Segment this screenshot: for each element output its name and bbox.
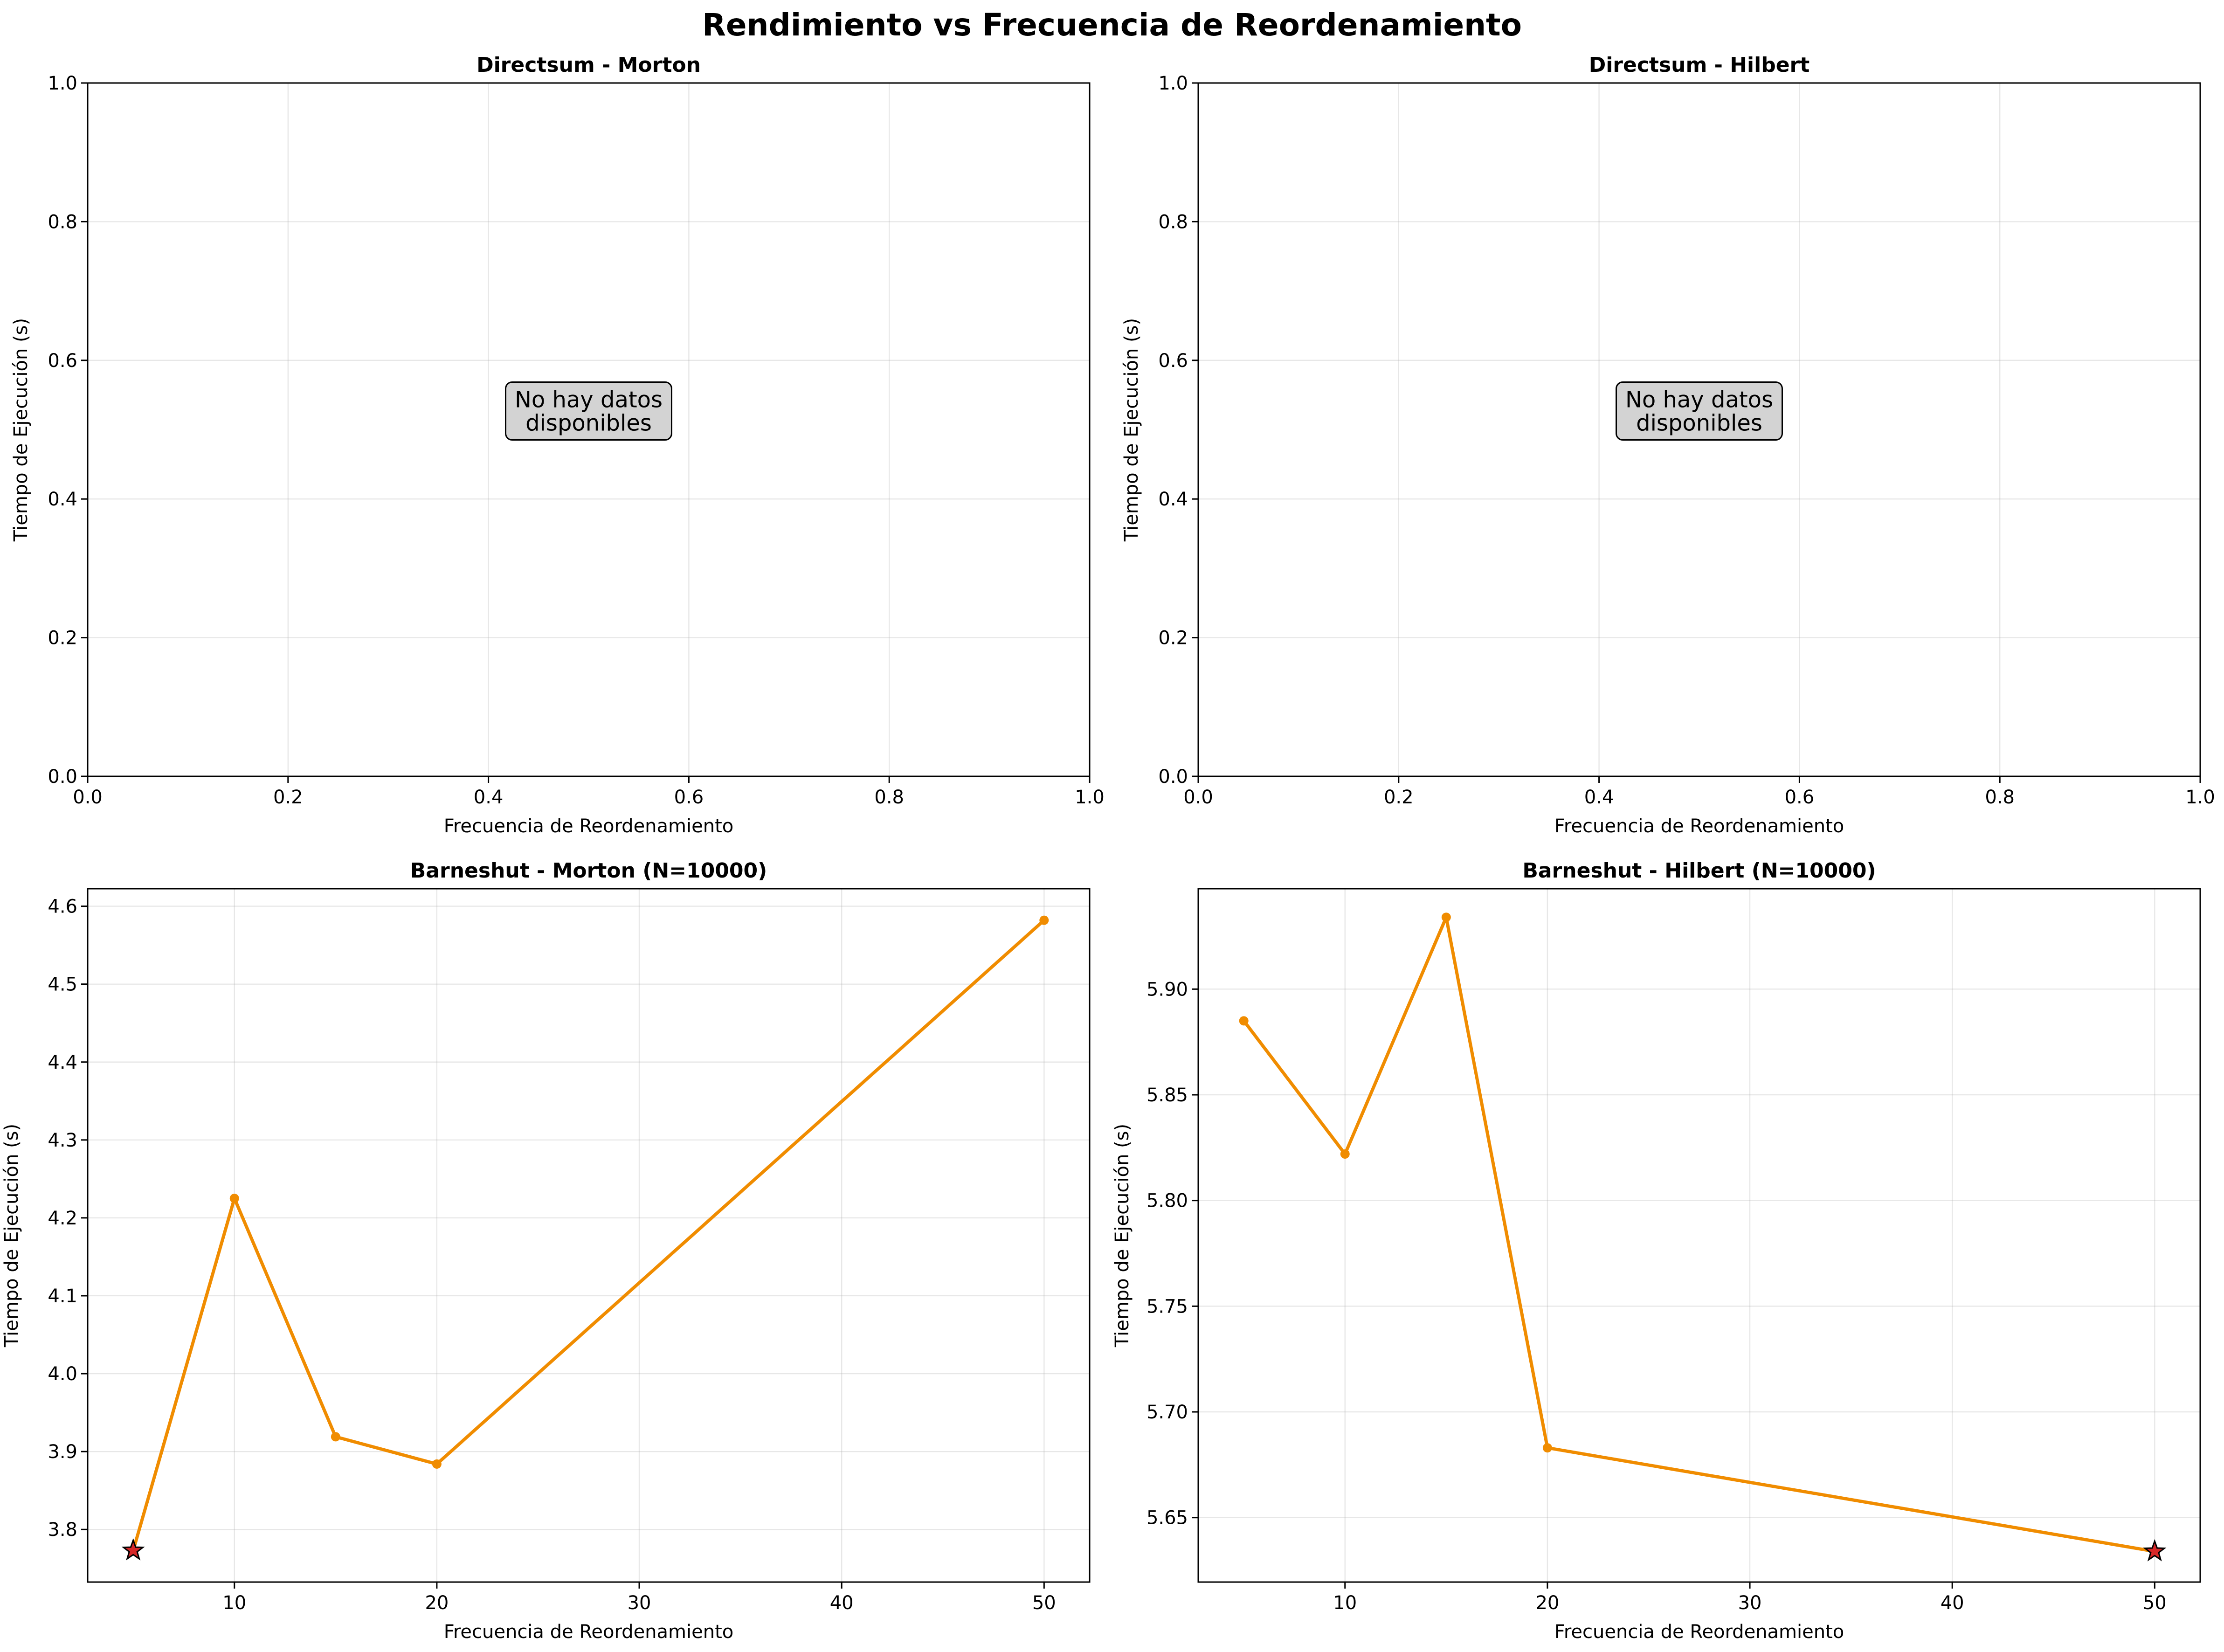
data-point — [432, 1459, 442, 1469]
x-axis-label: Frecuencia de Reordenamiento — [444, 816, 734, 837]
y-tick-label: 0.8 — [1158, 211, 1188, 233]
x-tick-label: 30 — [628, 1592, 651, 1614]
y-tick-label: 5.90 — [1147, 979, 1188, 1000]
y-tick-label: 4.3 — [48, 1130, 77, 1151]
no-data-box — [1616, 381, 1783, 441]
no-data-text: disponibles — [525, 410, 652, 436]
data-point — [1542, 1443, 1552, 1453]
y-tick-label: 5.75 — [1147, 1296, 1188, 1317]
chart-title: Barneshut - Hilbert (N=10000) — [1522, 859, 1876, 883]
y-tick-label: 4.6 — [48, 896, 77, 918]
y-tick-label: 4.2 — [48, 1208, 77, 1229]
y-tick-label: 0.6 — [48, 350, 77, 372]
best-point-star — [121, 1538, 145, 1561]
x-tick-label: 30 — [1738, 1592, 1762, 1614]
y-tick-label: 1.0 — [1158, 73, 1188, 94]
x-tick-label: 0.2 — [273, 787, 303, 808]
y-tick-label: 3.9 — [48, 1441, 77, 1463]
y-tick-label: 0.0 — [1158, 766, 1188, 788]
y-tick-label: 3.8 — [48, 1519, 77, 1541]
y-axis-label: Tiempo de Ejecución (s) — [1, 1124, 22, 1348]
y-tick-label: 1.0 — [48, 73, 77, 94]
no-data-text: No hay datos — [515, 387, 663, 413]
chart-title: Directsum - Morton — [477, 53, 701, 77]
x-axis-label: Frecuencia de Reordenamiento — [1554, 816, 1844, 837]
chart-panel-1: Directsum - Morton 0.0 0.2 0.4 0.6 0.8 1.0 0.0 0… — [10, 53, 1105, 837]
axes-frame — [1197, 888, 2201, 1583]
x-tick-label: 10 — [1333, 1592, 1357, 1614]
x-tick-label: 40 — [830, 1592, 854, 1614]
y-tick-label: 4.0 — [48, 1363, 77, 1385]
data-point — [1340, 1149, 1350, 1159]
no-data-text: No hay datos — [1625, 387, 1773, 413]
y-tick-label: 0.6 — [1158, 350, 1188, 372]
y-tick-label: 4.5 — [48, 974, 77, 995]
x-tick-label: 40 — [1941, 1592, 1964, 1614]
data-point — [1239, 1016, 1249, 1026]
chart-title: Barneshut - Morton (N=10000) — [410, 859, 767, 883]
y-tick-label: 0.4 — [48, 489, 77, 510]
x-tick-label: 0.8 — [874, 787, 904, 808]
y-tick-label: 0.2 — [1158, 628, 1188, 649]
no-data-text: disponibles — [1636, 410, 1762, 436]
chart-title: Directsum - Hilbert — [1589, 53, 1810, 77]
x-axis-label: Frecuencia de Reordenamiento — [1554, 1621, 1844, 1643]
x-axis-label: Frecuencia de Reordenamiento — [444, 1621, 734, 1643]
data-point — [229, 1194, 239, 1203]
x-tick-label: 50 — [1032, 1592, 1056, 1614]
y-axis-label: Tiempo de Ejecución (s) — [1112, 1124, 1133, 1348]
axes-frame — [87, 82, 1091, 777]
x-tick-label: 20 — [425, 1592, 449, 1614]
x-tick-label: 0.4 — [474, 787, 504, 808]
y-tick-label: 0.8 — [48, 211, 77, 233]
x-tick-label: 20 — [1535, 1592, 1559, 1614]
x-tick-label: 1.0 — [1075, 787, 1105, 808]
chart-panel-4: Barneshut - Hilbert (N=10000) 10 20 30 40 50 5… — [1112, 859, 2201, 1643]
y-tick-label: 0.4 — [1158, 489, 1188, 510]
best-point-star — [2143, 1539, 2167, 1562]
y-tick-label: 0.0 — [48, 766, 77, 788]
x-tick-label: 0.2 — [1384, 787, 1414, 808]
data-point — [1039, 915, 1049, 925]
x-tick-label: 0.6 — [1785, 787, 1815, 808]
axes-frame — [1197, 82, 2201, 777]
figure-title: Rendimiento vs Frecuencia de Reordenamie… — [702, 7, 1522, 43]
x-tick-label: 0.8 — [1985, 787, 2015, 808]
axes-frame — [87, 888, 1091, 1583]
y-tick-label: 0.2 — [48, 628, 77, 649]
data-point — [1441, 912, 1451, 922]
chart-panel-2: Directsum - Hilbert 0.0 0.2 0.4 0.6 0.8 1.0 0.0… — [1121, 53, 2215, 837]
x-tick-label: 10 — [222, 1592, 246, 1614]
no-data-box — [505, 381, 672, 441]
y-tick-label: 5.65 — [1147, 1507, 1188, 1529]
x-tick-label: 0.4 — [1584, 787, 1614, 808]
x-tick-label: 50 — [2143, 1592, 2167, 1614]
y-tick-label: 4.1 — [48, 1286, 77, 1307]
y-tick-label: 5.70 — [1147, 1402, 1188, 1423]
y-tick-label: 5.85 — [1147, 1085, 1188, 1106]
x-tick-label: 0.0 — [73, 787, 103, 808]
x-tick-label: 0.0 — [1183, 787, 1213, 808]
y-tick-label: 4.4 — [48, 1052, 77, 1073]
chart-panel-3: Barneshut - Morton (N=10000) 10 20 30 40 50 3.… — [1, 859, 1091, 1643]
y-axis-label: Tiempo de Ejecución (s) — [10, 318, 32, 542]
x-tick-label: 1.0 — [2185, 787, 2215, 808]
data-point — [331, 1432, 340, 1442]
y-axis-label: Tiempo de Ejecución (s) — [1121, 318, 1142, 542]
y-tick-label: 5.80 — [1147, 1190, 1188, 1212]
x-tick-label: 0.6 — [674, 787, 704, 808]
